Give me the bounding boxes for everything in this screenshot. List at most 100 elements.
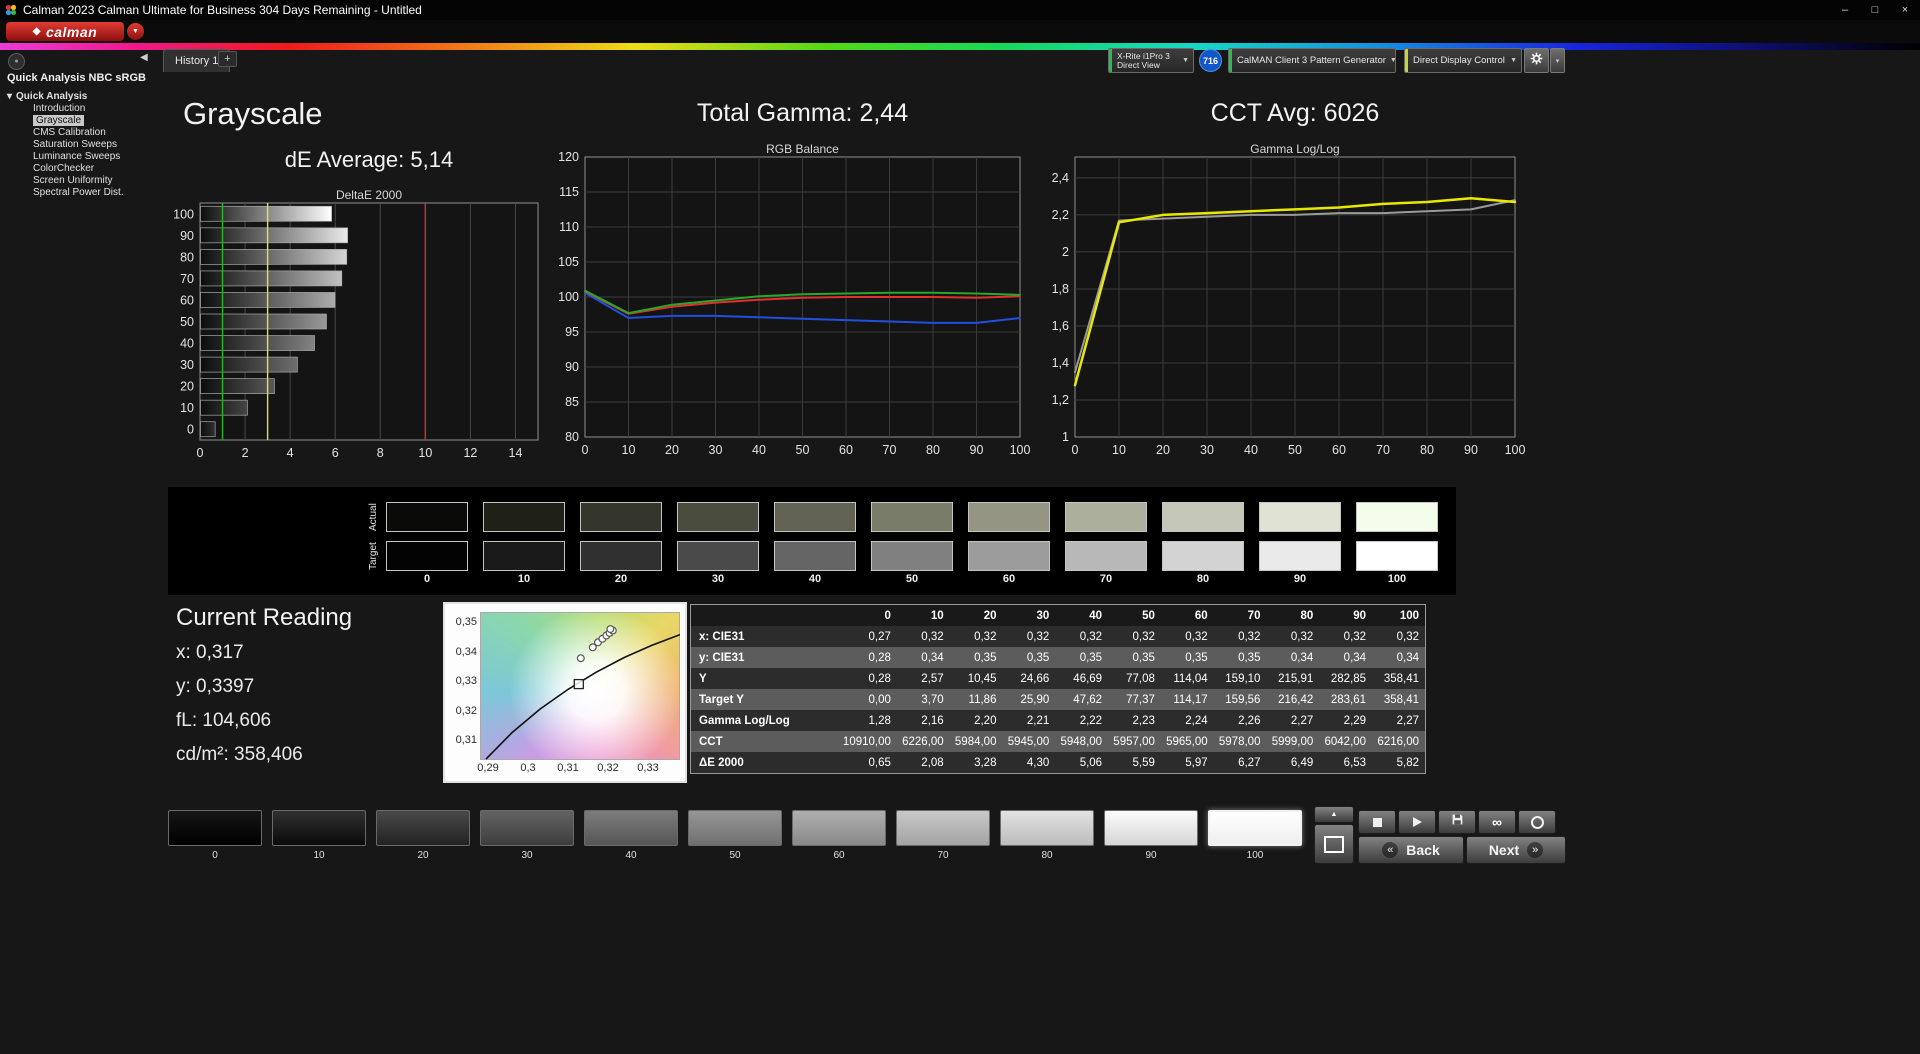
pattern-level-50-button[interactable] (688, 810, 782, 846)
pattern-level-10-button[interactable] (272, 810, 366, 846)
pattern-level-0-button[interactable] (168, 810, 262, 846)
infinity-icon: ∞ (1492, 814, 1502, 830)
svg-text:2: 2 (1062, 245, 1069, 259)
sidebar-collapse-button[interactable]: ◀ (140, 52, 148, 63)
svg-text:60: 60 (1332, 443, 1346, 457)
gamma-chart-caption: Gamma Log/Log (1250, 142, 1340, 156)
sidebar-item-screen-uniformity[interactable]: Screen Uniformity (33, 175, 113, 186)
pattern-level-70-button[interactable] (896, 810, 990, 846)
continuous-measure-button[interactable]: ∞ (1478, 810, 1516, 834)
pattern-window-button[interactable] (1314, 824, 1354, 864)
measurement-table: 0 10 20 30 40 50 60 70 80 90 100 x: CIE31 0,27 0,32 0,… (690, 604, 1426, 774)
target-swatch-100 (1356, 541, 1438, 571)
svg-text:1,6: 1,6 (1052, 319, 1069, 333)
actual-swatch-40 (774, 502, 856, 532)
sidebar-item-luminance-sweeps[interactable]: Luminance Sweeps (33, 151, 121, 162)
save-icon (1451, 813, 1464, 831)
cie-y-tick: 0,35 (455, 616, 477, 629)
sidebar-item-colorchecker[interactable]: ColorChecker (33, 163, 95, 174)
more-options-button[interactable]: ▾ (1550, 48, 1565, 73)
rainbow-strip (0, 43, 1920, 50)
display-control-dropdown[interactable]: Direct Display Control ▼ (1404, 48, 1522, 73)
svg-text:105: 105 (558, 255, 579, 269)
target-swatch-10 (483, 541, 565, 571)
eject-button[interactable]: ▲ (1314, 806, 1354, 823)
meter-count-badge[interactable]: 716 (1199, 49, 1222, 72)
cie-y-tick: 0,33 (455, 675, 477, 688)
sidebar-item-introduction[interactable]: Introduction (33, 103, 86, 114)
svg-text:10: 10 (180, 401, 194, 415)
pattern-generator-dropdown[interactable]: CalMAN Client 3 Pattern Generator ▼ (1228, 48, 1396, 73)
svg-text:40: 40 (1244, 443, 1258, 457)
meter-accent-bar (1109, 49, 1112, 72)
window-title: Calman 2023 Calman Ultimate for Business… (23, 3, 422, 17)
add-tab-button[interactable]: + (218, 51, 237, 67)
workflow-title: Quick Analysis NBC sRGB (7, 72, 146, 84)
table-row: x: CIE31 0,27 0,32 0,32 0,32 0,32 0,32 0,32 0,32… (690, 626, 1426, 647)
cie-x-tick: 0,32 (597, 762, 619, 774)
calman-logo[interactable]: ◆ calman (6, 22, 124, 41)
svg-text:90: 90 (1464, 443, 1478, 457)
pattern-level-40-button[interactable] (584, 810, 678, 846)
minimize-button[interactable]: – (1841, 4, 1849, 16)
pattern-level-80-button[interactable] (1000, 810, 1094, 846)
svg-text:50: 50 (796, 443, 810, 457)
reading-fl: fL: 104,606 (176, 710, 272, 731)
display-control-label: Direct Display Control (1413, 55, 1505, 66)
pattern-level-90-button[interactable] (1104, 810, 1198, 846)
svg-text:30: 30 (709, 443, 723, 457)
sidebar-item-saturation-sweeps[interactable]: Saturation Sweeps (33, 139, 117, 150)
table-row: Target Y 0,00 3,70 11,86 25,90 47,62 77,37 114,… (690, 689, 1426, 710)
svg-text:90: 90 (565, 360, 579, 374)
table-row: Gamma Log/Log 1,28 2,16 2,20 2,21 2,22 2,23 2,2… (690, 710, 1426, 731)
table-row: y: CIE31 0,28 0,34 0,35 0,35 0,35 0,35 0,35 0,35… (690, 647, 1426, 668)
back-button[interactable]: « Back (1358, 836, 1464, 864)
pattern-window-icon (1324, 835, 1344, 853)
pattern-level-20-button[interactable] (376, 810, 470, 846)
svg-text:95: 95 (565, 325, 579, 339)
sidebar-item-grayscale[interactable]: Grayscale (33, 115, 85, 126)
pattern-level-60-button[interactable] (792, 810, 886, 846)
strip-level-label: 0 (423, 573, 431, 585)
settings-gear-button[interactable] (1524, 48, 1549, 73)
maximize-button[interactable]: □ (1871, 4, 1879, 16)
window-title-bar: Calman 2023 Calman Ultimate for Business… (0, 0, 1920, 20)
gamma-loglog-chart: 2,4 2,2 2 1,8 1,6 1,4 1,2 10 10 20 30 40 50 60 70 80 90 1… (1052, 156, 1525, 457)
actual-swatch-100 (1356, 502, 1438, 532)
svg-text:120: 120 (558, 150, 579, 164)
svg-text:10: 10 (1112, 443, 1126, 457)
save-button[interactable] (1438, 810, 1476, 834)
tree-root-quick-analysis[interactable]: ▾ Quick Analysis (7, 91, 88, 102)
pattern-level-30-button[interactable] (480, 810, 574, 846)
workflow-menu-button[interactable]: ● (8, 53, 25, 70)
next-button[interactable]: Next » (1466, 836, 1566, 864)
svg-text:40: 40 (180, 337, 194, 351)
svg-text:8: 8 (377, 446, 384, 460)
svg-text:20: 20 (1156, 443, 1170, 457)
stop-button[interactable] (1358, 810, 1396, 834)
close-button[interactable]: × (1901, 4, 1909, 16)
actual-swatch-90 (1259, 502, 1341, 532)
strip-level-label: 20 (614, 573, 628, 585)
actual-swatch-80 (1162, 502, 1244, 532)
svg-text:85: 85 (565, 395, 579, 409)
pattern-level-label: 70 (937, 850, 949, 861)
next-chevron-icon: » (1527, 842, 1544, 858)
actual-swatch-50 (871, 502, 953, 532)
record-circle-icon (1530, 815, 1544, 829)
reading-x: x: 0,317 (176, 642, 244, 663)
meter-dropdown[interactable]: X-Rite i1Pro 3 Direct View ▼ (1108, 48, 1194, 73)
sidebar-item-cms-calibration[interactable]: CMS Calibration (33, 127, 106, 138)
sidebar-item-spectral-power-dist-[interactable]: Spectral Power Dist. (33, 187, 124, 198)
svg-text:70: 70 (883, 443, 897, 457)
strip-level-label: 50 (905, 573, 919, 585)
strip-level-label: 30 (711, 573, 725, 585)
actual-swatch-10 (483, 502, 565, 532)
main-menu-button[interactable]: ▼ (127, 23, 144, 40)
pattern-bar: 0 10 20 30 40 50 60 70 80 90 100 ▲ ∞ (168, 806, 1568, 864)
pattern-level-100-button[interactable] (1208, 810, 1302, 846)
read-button[interactable] (1518, 810, 1556, 834)
svg-text:2,4: 2,4 (1052, 171, 1069, 185)
play-button[interactable] (1398, 810, 1436, 834)
target-swatch-50 (871, 541, 953, 571)
